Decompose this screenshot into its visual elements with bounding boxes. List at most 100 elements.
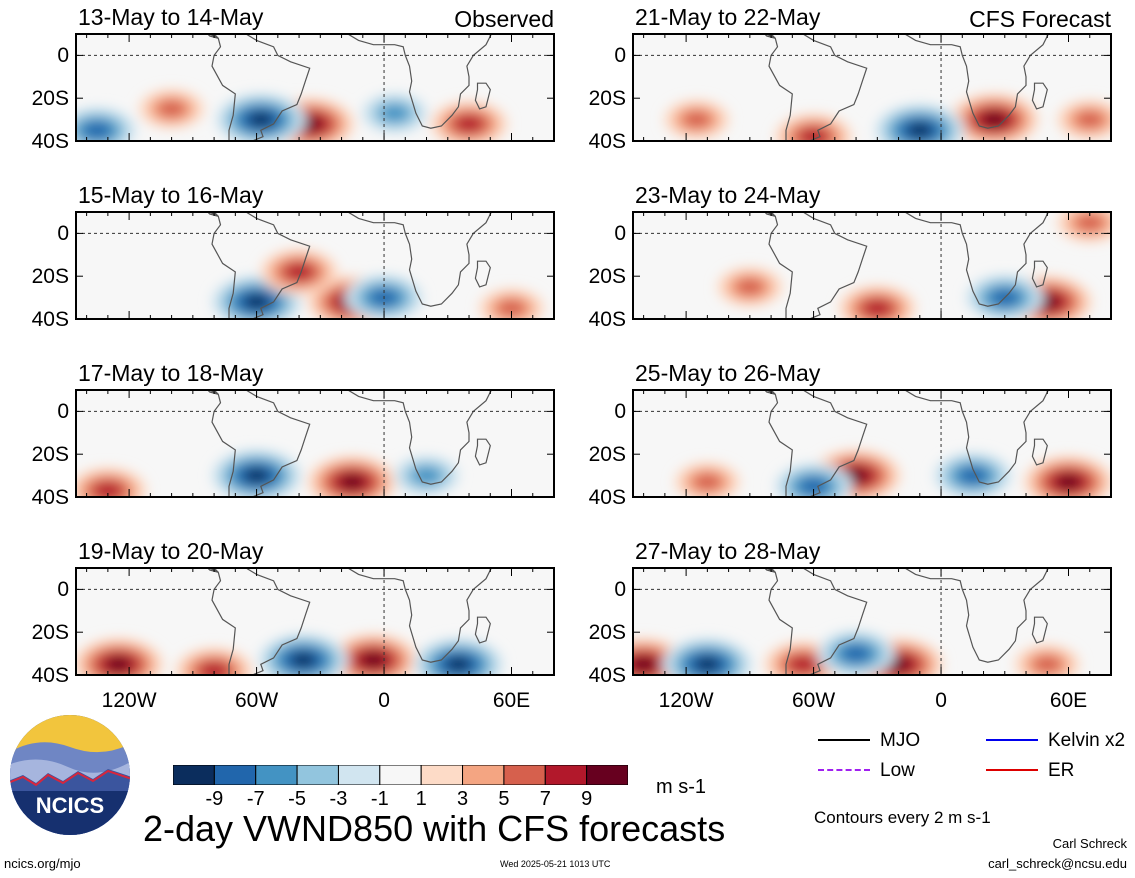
footer-url: ncics.org/mjo [4,856,81,871]
colorbar-swatch [462,765,505,785]
map-frame [75,33,555,142]
anomaly-blob [497,299,526,317]
map-frame [632,567,1112,676]
anomaly-blob [84,122,111,139]
anomaly-blob [412,467,441,485]
coastline [474,438,491,466]
lat-tick-label: 40S [588,130,626,153]
panel-date-range: 23-May to 24-May [635,182,821,208]
map-panel: 25-May to 26-May 0 20S 40S [589,362,1112,508]
coastline [347,212,493,307]
lat-tick-label: 0 [614,578,626,602]
lat-tick-label: 20S [588,265,626,289]
panel-date-range: 19-May to 20-May [78,538,264,564]
map-frame [632,389,1112,498]
panel-source-label: CFS Forecast [969,6,1111,32]
map-panel: 19-May to 20-May 0 20S 40S [32,540,555,686]
map-svg [632,389,1112,498]
anomaly-blob [456,116,483,132]
lat-tick-label: 40S [31,308,69,331]
colorbar-tick-label: 7 [539,788,551,810]
map-frame [632,211,1112,320]
anomaly-blob [959,467,986,484]
anomaly-blob [907,123,933,138]
colorbar-swatch [379,765,422,785]
anomaly-blob [695,657,720,672]
lat-tick-label: 40S [31,486,69,509]
anomaly-blob [1075,111,1104,129]
coastline [768,390,868,497]
map-svg [632,33,1112,142]
colorbar-tick-label: 1 [415,788,427,810]
footer-timestamp: Wed 2025-05-21 1013 UTC [500,859,611,869]
colorbar-tick-label: 9 [581,788,593,810]
coastline [347,568,493,663]
map-frame [632,33,1112,142]
colorbar-swatch [173,765,215,785]
panel-date-range: 13-May to 14-May [78,4,264,30]
contour-note: Contours every 2 m s-1 [814,808,991,827]
lat-tick-label: 20S [588,443,626,467]
legend-label: Low [880,760,915,781]
anomaly-blob [789,656,816,673]
lat-tick-label: 40S [31,664,69,687]
coastline [1031,438,1048,466]
anomaly-blob [244,294,269,310]
panel-date-range: 17-May to 18-May [78,360,264,386]
map-panel: 27-May to 28-May 0 20S 40S [589,540,1112,686]
lon-tick-label: 60E [492,689,531,712]
anomaly-blob [291,652,316,668]
map-frame [75,211,555,320]
legend-label: ER [1048,760,1075,781]
anomaly-blob [339,474,365,490]
anomaly-blob [843,645,870,662]
lon-tick-label: 0 [935,689,947,712]
anomaly-blob [693,473,722,491]
colorbar-tick-label: -9 [205,788,224,810]
lon-tick-label: 60W [791,689,836,712]
map-frame [75,389,555,498]
legend-line [986,739,1038,741]
lat-tick-label: 20S [31,265,69,289]
coastline [1031,82,1048,110]
footer-author: Carl Schreck [1052,836,1127,851]
panel-date-range: 25-May to 26-May [635,360,821,386]
map-svg [75,211,555,320]
anomaly-blob [682,111,711,129]
legend-line [986,769,1038,771]
lat-tick-label: 40S [588,308,626,331]
coastline [904,34,1050,129]
map-svg [632,567,1112,676]
anomaly-blob [106,657,131,672]
map-frame [75,567,555,676]
coastline [768,34,868,141]
footer-email: carl_schreck@ncsu.edu [988,856,1127,871]
coastline [211,34,311,141]
colorbar-tick-label: -3 [329,788,348,810]
anomaly-blob [244,468,269,483]
map-svg [75,389,555,498]
colorbar-swatch [213,765,257,785]
lat-tick-label: 20S [588,621,626,645]
colorbar [173,765,628,785]
coastline [768,568,868,675]
lat-tick-label: 40S [588,486,626,509]
anomaly-blob [633,657,656,672]
lon-tick-label: 120W [658,689,714,712]
colorbar-tick-label: 5 [498,788,510,810]
anomaly-blob [248,112,274,127]
coastline [1031,260,1048,288]
map-panel: 17-May to 18-May 0 20S 40S [32,362,555,508]
lat-tick-label: 0 [614,222,626,246]
lat-tick-label: 40S [31,130,69,153]
map-svg [75,567,555,676]
colorbar-swatch [337,765,381,785]
colorbar-swatch [544,765,588,785]
anomaly-blob [94,482,121,497]
map-panel: 13-May to 14-May Observed 0 20S 40S [32,6,555,152]
lat-tick-label: 0 [57,578,69,602]
coastline [904,212,1050,307]
panel-source-label: Observed [454,6,554,32]
coastline [211,390,311,497]
lat-tick-label: 20S [31,621,69,645]
